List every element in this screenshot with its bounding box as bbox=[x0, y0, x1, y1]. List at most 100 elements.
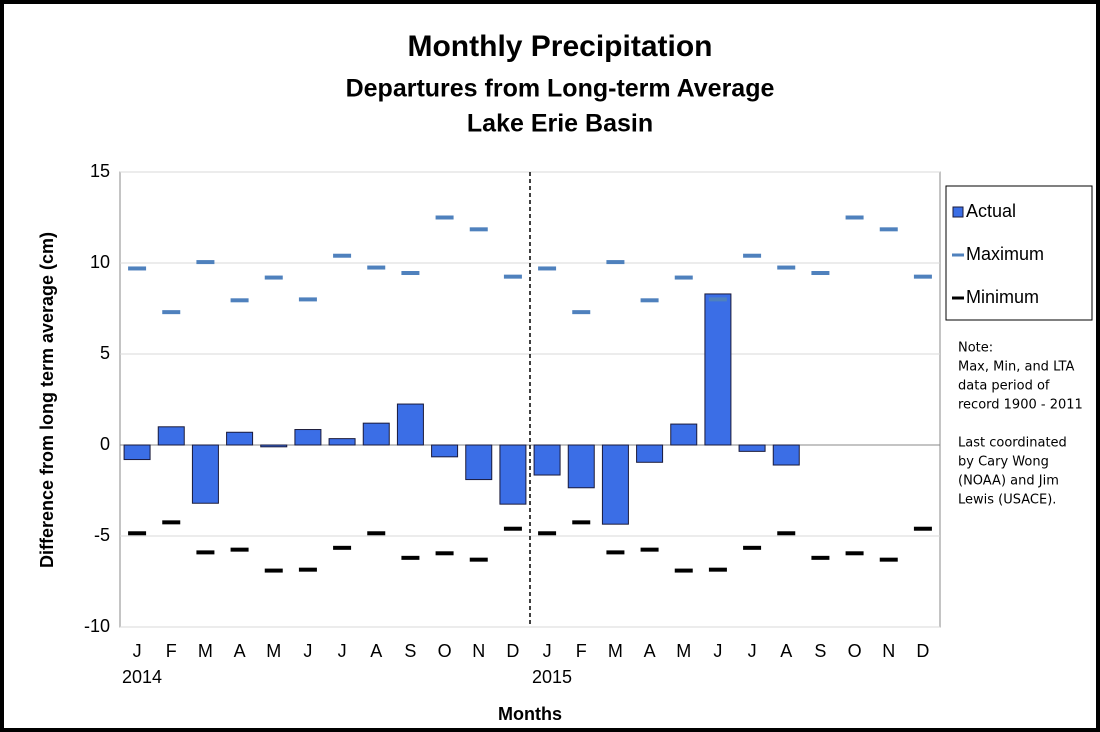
dash bbox=[777, 265, 796, 270]
bar bbox=[226, 431, 254, 446]
x-tick-label: J bbox=[133, 641, 142, 661]
dash bbox=[196, 550, 215, 555]
bar bbox=[191, 444, 219, 504]
dash bbox=[298, 297, 317, 302]
bar bbox=[499, 444, 527, 505]
bar bbox=[396, 403, 424, 446]
dash bbox=[879, 557, 898, 562]
dash bbox=[503, 526, 522, 531]
dash bbox=[538, 266, 557, 271]
dash bbox=[572, 520, 591, 525]
dash bbox=[845, 215, 864, 220]
dash bbox=[503, 274, 522, 279]
dash bbox=[367, 265, 386, 270]
x-tick-label: M bbox=[266, 641, 281, 661]
bar bbox=[328, 438, 356, 446]
dash bbox=[469, 227, 488, 232]
bar bbox=[670, 423, 698, 446]
legend-swatch bbox=[952, 253, 964, 257]
dash bbox=[708, 567, 727, 572]
y-tick-label: 0 bbox=[100, 434, 110, 454]
note-text: record 1900 - 2011 bbox=[958, 398, 1083, 413]
dash bbox=[674, 275, 693, 280]
bar bbox=[431, 444, 459, 458]
x-tick-label: S bbox=[404, 641, 416, 661]
x-tick-label: A bbox=[644, 641, 656, 661]
x-tick-label: M bbox=[676, 641, 691, 661]
chart-subtitle: Lake Erie Basin bbox=[467, 110, 653, 138]
dash bbox=[708, 297, 727, 302]
y-tick-label: 5 bbox=[100, 343, 110, 363]
dash bbox=[811, 271, 830, 276]
x-tick-label: J bbox=[713, 641, 722, 661]
note-text: by Cary Wong bbox=[958, 455, 1049, 470]
note-text: Last coordinated bbox=[958, 436, 1067, 451]
dash bbox=[879, 227, 898, 232]
dash bbox=[913, 274, 932, 279]
bar bbox=[567, 444, 595, 489]
x-tick-label: O bbox=[438, 641, 452, 661]
dash bbox=[162, 310, 181, 315]
dash bbox=[913, 526, 932, 531]
dash bbox=[435, 215, 454, 220]
dash bbox=[572, 310, 591, 315]
dash bbox=[401, 555, 420, 560]
legend-label: Actual bbox=[966, 201, 1016, 221]
legend-box bbox=[945, 185, 1093, 321]
dash bbox=[743, 545, 762, 550]
y-tick-label: 10 bbox=[90, 252, 110, 272]
legend-label: Minimum bbox=[966, 287, 1039, 307]
legend-swatch bbox=[952, 296, 964, 300]
x-tick-label: J bbox=[338, 641, 347, 661]
note-text: (NOAA) and Jim bbox=[958, 474, 1059, 489]
bar bbox=[601, 444, 629, 525]
bar bbox=[636, 444, 664, 463]
x-tick-label: O bbox=[848, 641, 862, 661]
x-tick-label: J bbox=[303, 641, 312, 661]
x-tick-label: D bbox=[916, 641, 929, 661]
dash bbox=[298, 567, 317, 572]
dash bbox=[264, 568, 283, 573]
y-tick-label: -5 bbox=[94, 525, 110, 545]
bar bbox=[260, 444, 288, 448]
dash bbox=[743, 253, 762, 258]
dash bbox=[640, 298, 659, 303]
legend-label: Maximum bbox=[966, 244, 1044, 264]
dash bbox=[367, 531, 386, 536]
y-tick-label: 15 bbox=[90, 161, 110, 181]
x-group-label: 2015 bbox=[532, 667, 572, 687]
dash bbox=[435, 551, 454, 556]
x-tick-label: F bbox=[576, 641, 587, 661]
dash bbox=[777, 531, 796, 536]
dash bbox=[230, 547, 249, 552]
note-text: data period of bbox=[958, 379, 1050, 394]
dash bbox=[606, 550, 625, 555]
x-tick-label: D bbox=[506, 641, 519, 661]
dash bbox=[162, 520, 181, 525]
bar bbox=[533, 444, 561, 476]
dash bbox=[401, 271, 420, 276]
x-axis-label: Months bbox=[498, 704, 562, 724]
dash bbox=[264, 275, 283, 280]
x-tick-label: N bbox=[472, 641, 485, 661]
dash bbox=[230, 298, 249, 303]
bar bbox=[738, 444, 766, 452]
bar bbox=[465, 444, 493, 481]
note-text: Note: bbox=[958, 341, 993, 356]
y-axis-label: Difference from long term average (cm) bbox=[37, 232, 57, 568]
x-tick-label: A bbox=[780, 641, 792, 661]
dash bbox=[128, 531, 147, 536]
dash bbox=[333, 545, 352, 550]
bar bbox=[772, 444, 800, 466]
bar bbox=[362, 422, 390, 446]
bar bbox=[704, 293, 732, 446]
dash bbox=[811, 555, 830, 560]
x-tick-label: M bbox=[198, 641, 213, 661]
dash bbox=[196, 260, 215, 265]
x-tick-label: M bbox=[608, 641, 623, 661]
x-tick-label: S bbox=[814, 641, 826, 661]
bar bbox=[294, 429, 322, 446]
dash bbox=[640, 547, 659, 552]
bar bbox=[157, 426, 185, 446]
